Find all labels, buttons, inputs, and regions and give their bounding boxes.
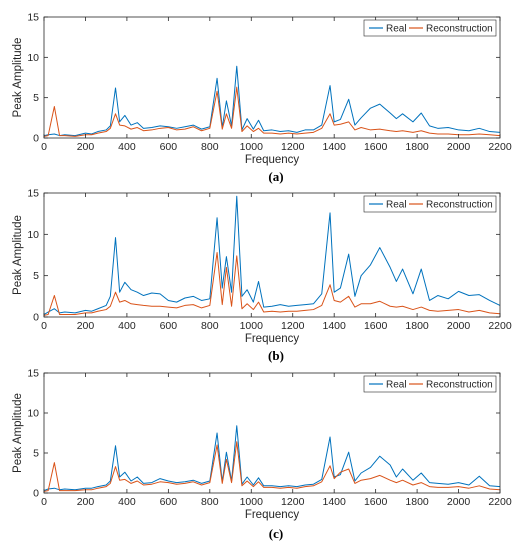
x-tick-label: 200 [77, 141, 95, 153]
y-tick-label: 0 [33, 488, 39, 500]
x-tick-label: 400 [118, 496, 136, 508]
legend-box [363, 195, 497, 213]
y-tick-label: 10 [27, 229, 39, 241]
x-tick-label: 1800 [405, 141, 429, 153]
x-tick-label: 1200 [281, 141, 305, 153]
panel-caption: (a) [268, 169, 283, 184]
y-tick-label: 15 [27, 188, 39, 200]
series-line-real [43, 195, 501, 315]
y-tick-label: 5 [33, 448, 39, 460]
x-tick-label: 1400 [323, 320, 347, 332]
series-line-reconstruction [43, 86, 501, 137]
chart-panel-1: 0 200 400 600 800 1000 1200 1400 1600 1800 2000 220… [12, 12, 512, 185]
y-tick-label: 0 [33, 133, 39, 145]
x-tick-label: 1800 [405, 320, 429, 332]
legend-label-reconstruction: Reconstruction [426, 380, 493, 391]
legend-label-reconstruction: Reconstruction [426, 200, 493, 211]
x-tick-label: 0 [41, 141, 47, 153]
x-tick-label: 1400 [323, 496, 347, 508]
x-tick-label: 400 [118, 141, 136, 153]
legend: Real Reconstruction [363, 375, 497, 393]
chart-panel-2: 0 200 400 600 800 1000 1200 1400 1600 1800 2000 220… [12, 188, 512, 364]
x-tick-label: 600 [160, 320, 178, 332]
x-axis-label: Frequency [245, 333, 300, 345]
x-tick-label: 600 [160, 141, 178, 153]
x-tick-label: 2000 [447, 141, 471, 153]
x-tick-label: 2200 [488, 496, 512, 508]
x-tick-label: 400 [118, 320, 136, 332]
chart-panel-3: 0 200 400 600 800 1000 1200 1400 1600 1800 2000 220… [12, 368, 512, 542]
x-tick-label: 1400 [323, 141, 347, 153]
legend: Real Reconstruction [363, 195, 497, 213]
x-tick-label: 2200 [488, 320, 512, 332]
axes-box [43, 192, 501, 318]
series-line-real [43, 425, 501, 492]
legend-label-real: Real [386, 24, 407, 35]
y-axis-label: Peak Amplitude [12, 38, 24, 118]
legend-box [363, 19, 497, 37]
series-line-real [43, 65, 501, 137]
series-line-reconstruction [43, 441, 501, 492]
x-tick-label: 2000 [447, 320, 471, 332]
x-tick-label: 1600 [364, 320, 388, 332]
x-tick-label: 1600 [364, 141, 388, 153]
x-tick-label: 200 [77, 496, 95, 508]
y-axis-label: Peak Amplitude [12, 393, 24, 473]
legend-label-reconstruction: Reconstruction [426, 24, 493, 35]
x-tick-label: 0 [41, 496, 47, 508]
x-axis-label: Frequency [245, 509, 300, 521]
series-line-reconstruction [43, 252, 501, 316]
y-tick-label: 15 [27, 12, 39, 24]
y-tick-label: 15 [27, 368, 39, 380]
y-tick-label: 0 [33, 312, 39, 324]
x-tick-label: 600 [160, 496, 178, 508]
x-tick-label: 200 [77, 320, 95, 332]
x-tick-label: 800 [201, 496, 219, 508]
x-tick-label: 1600 [364, 496, 388, 508]
legend-label-real: Real [386, 380, 407, 391]
panel-caption: (b) [268, 348, 284, 363]
x-tick-label: 1000 [240, 496, 264, 508]
x-tick-label: 1200 [281, 496, 305, 508]
x-tick-label: 0 [41, 320, 47, 332]
x-tick-label: 1800 [405, 496, 429, 508]
legend-box [363, 375, 497, 393]
plot-area [44, 373, 500, 493]
y-axis-label: Peak Amplitude [12, 215, 24, 295]
legend: Real Reconstruction [363, 19, 497, 37]
legend-label-real: Real [386, 200, 407, 211]
y-tick-label: 5 [33, 92, 39, 104]
y-tick-label: 10 [27, 52, 39, 64]
plot-area [44, 193, 500, 317]
y-tick-label: 5 [33, 270, 39, 282]
axes-box [43, 372, 501, 494]
panel-caption: (c) [269, 526, 283, 541]
x-tick-label: 2000 [447, 496, 471, 508]
y-tick-label: 10 [27, 408, 39, 420]
x-tick-label: 1200 [281, 320, 305, 332]
axes-box [43, 16, 501, 139]
x-tick-label: 800 [201, 141, 219, 153]
x-tick-label: 800 [201, 320, 219, 332]
x-tick-label: 1000 [240, 141, 264, 153]
x-axis-label: Frequency [245, 154, 300, 166]
x-tick-label: 2200 [488, 141, 512, 153]
x-tick-label: 1000 [240, 320, 264, 332]
